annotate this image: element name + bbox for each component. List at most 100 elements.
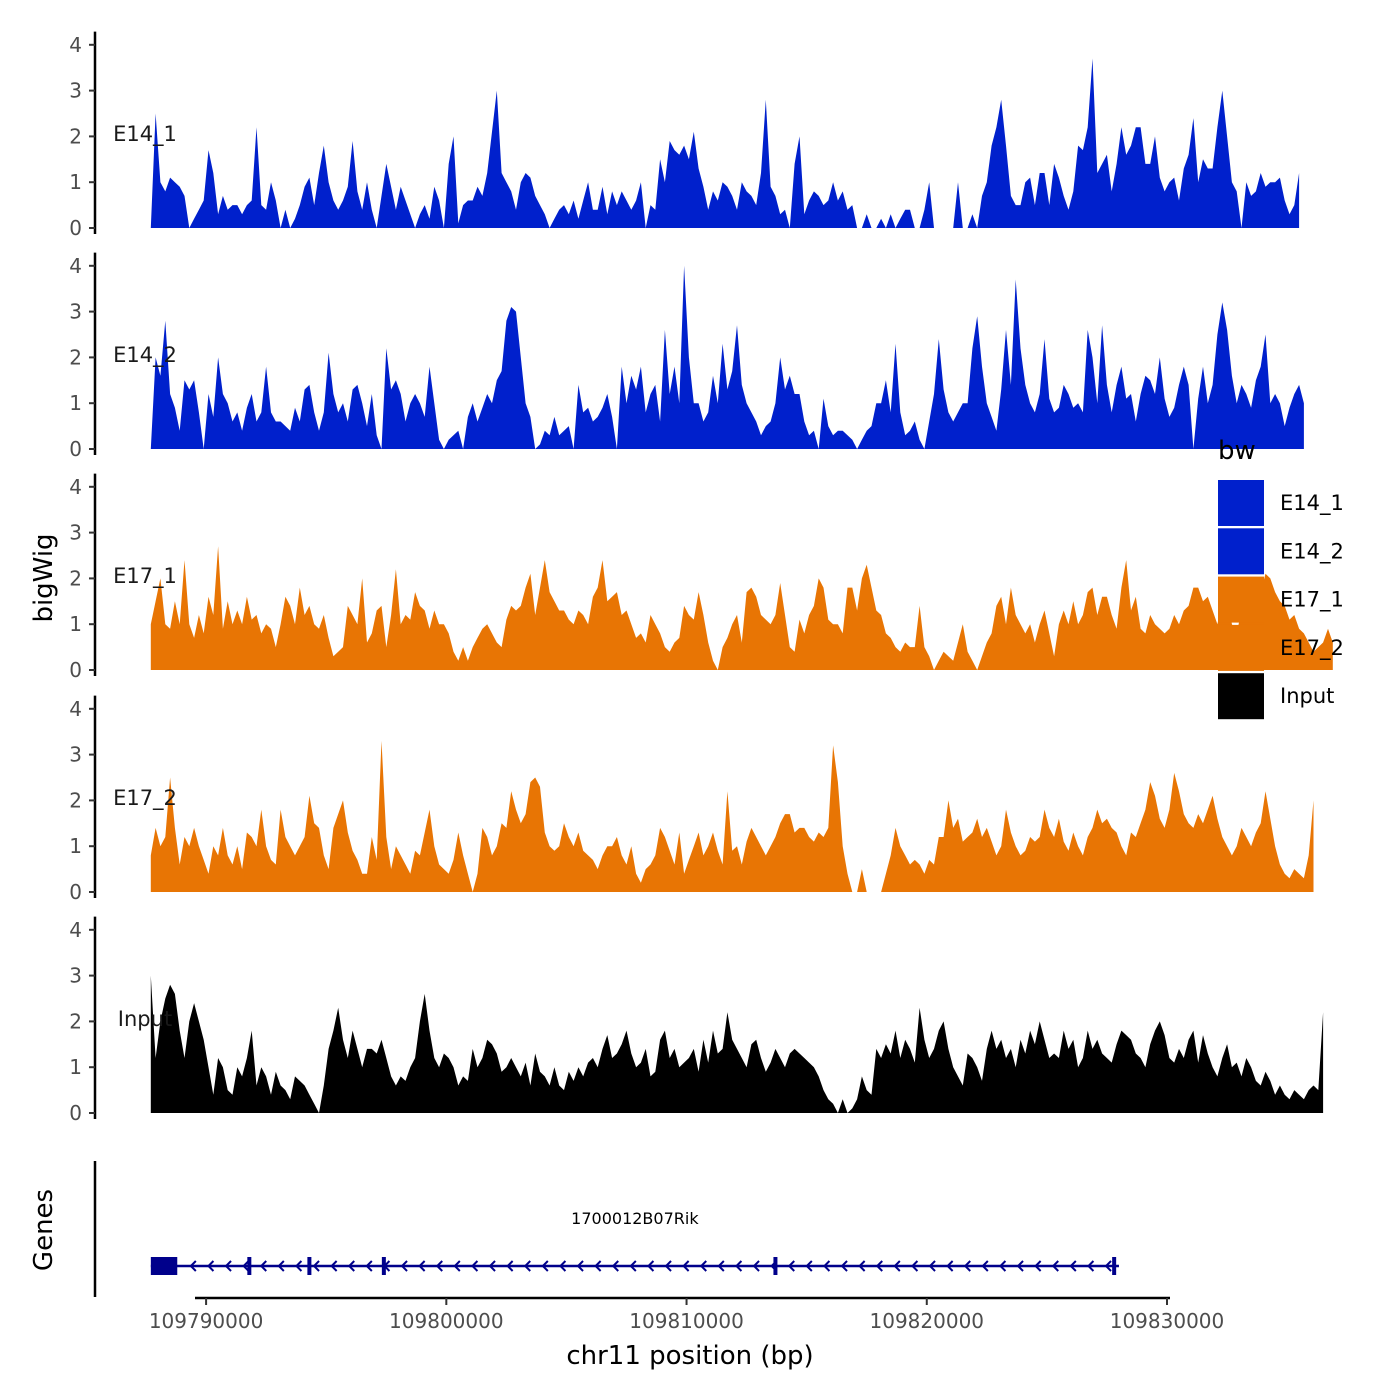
y-tick-label: 0 [69,216,82,240]
track-label: E14_1 [113,122,177,147]
strand-arrow [1087,1260,1095,1272]
strand-arrow [823,1260,831,1272]
legend-swatch [1218,576,1264,623]
exon [247,1257,252,1275]
legend: bw E14_1 E14_2 E17_1 E17_2 Input [1218,436,1344,720]
strand-arrow [840,1260,848,1272]
x-tick-label: 109810000 [629,1309,744,1333]
strand-arrow [752,1260,760,1272]
area-e17_1 [150,546,1333,670]
legend-entry: E14_2 [1218,528,1344,575]
x-tick-label: 109800000 [389,1309,504,1333]
strand-arrow [999,1260,1007,1272]
y-tick-label: 0 [69,1101,82,1125]
strand-arrow [699,1260,707,1272]
strand-arrow [435,1260,443,1272]
track-label: E17_2 [113,786,177,811]
y-tick-label: 4 [69,475,82,499]
legend-swatch [1218,673,1264,720]
y-tick-label: 2 [69,345,82,369]
x-tick-label: 109790000 [149,1309,264,1333]
track-label: Input [118,1007,172,1031]
strand-arrow [963,1260,971,1272]
legend-title: bw [1218,436,1256,466]
strand-arrow [805,1260,813,1272]
area-e17_2 [150,740,1314,892]
legend-entry: E17_2 [1218,624,1344,671]
strand-arrow [682,1260,690,1272]
strand-arrow [471,1260,479,1272]
legend-swatch [1218,480,1264,526]
track-e14_2: 0 1 2 3 4 E14_2 [69,252,1304,461]
strand-arrow [453,1260,461,1272]
strand-arrow [312,1260,320,1272]
strand-arrow [928,1260,936,1272]
strand-arrow [664,1260,672,1272]
coding-exon [150,1257,178,1275]
strand-arrow [207,1260,215,1272]
y-tick-label: 1 [69,170,82,194]
area-e14_2 [150,265,1304,449]
legend-entry: E14_1 [1218,480,1344,526]
strand-arrow [330,1260,338,1272]
y-tick-label: 4 [69,254,82,278]
strand-arrow [629,1260,637,1272]
legend-label: E14_1 [1280,491,1344,516]
y-tick-label: 3 [69,964,82,988]
strand-arrow [347,1260,355,1272]
strand-arrow [1069,1260,1077,1272]
strand-arrow [1051,1260,1059,1272]
track-label: E14_2 [113,343,177,368]
legend-label: E14_2 [1280,539,1344,564]
gene: 1700012B07Rik [150,1209,1119,1275]
strand-arrow [541,1260,549,1272]
legend-entry: Input [1218,673,1334,720]
strand-arrow [242,1260,250,1272]
strand-arrow [647,1260,655,1272]
strand-arrow [875,1260,883,1272]
y-tick-label: 0 [69,437,82,461]
y-tick-label: 1 [69,834,82,858]
x-axis-title: chr11 position (bp) [566,1341,813,1371]
strand-arrow [259,1260,267,1272]
strand-arrow [400,1260,408,1272]
strand-arrow [1016,1260,1024,1272]
y-tick-label: 1 [69,391,82,415]
y-tick-label: 3 [69,300,82,324]
y-tick-label: 4 [69,697,82,721]
y-tick-label: 1 [69,1055,82,1079]
track-panels: 0 1 2 3 4 E14_1 0 1 2 3 4 E14_2 0 1 2 3 4 E17_1 0 1 2 3 4 E17_2… [69,31,1333,1125]
strand-arrow [295,1260,303,1272]
y-tick-label: 0 [69,880,82,904]
y-tick-label: 4 [69,33,82,57]
track-input: 0 1 2 3 4 Input [69,916,1324,1125]
strand-arrow [946,1260,954,1272]
exon [307,1257,312,1275]
y-tick-label: 0 [69,658,82,682]
strand-arrow [523,1260,531,1272]
y-tick-label: 1 [69,612,82,636]
strand-arrow [576,1260,584,1272]
strand-arrow [858,1260,866,1272]
x-axis: 109790000 109800000 109810000 109820000 1098… [149,1296,1224,1333]
strand-arrow [224,1260,232,1272]
strand-arrow [594,1260,602,1272]
area-e14_1 [150,58,1300,228]
strand-arrow [787,1260,795,1272]
track-e14_1: 0 1 2 3 4 E14_1 [69,31,1300,240]
strand-arrow [559,1260,567,1272]
strand-arrow [981,1260,989,1272]
track-e17_2: 0 1 2 3 4 E17_2 [69,695,1314,904]
strand-arrow [611,1260,619,1272]
y-tick-label: 3 [69,743,82,767]
strand-arrow [717,1260,725,1272]
track-e17_1: 0 1 2 3 4 E17_1 [69,473,1333,682]
track-label: E17_1 [113,564,177,589]
strand-arrow [365,1260,373,1272]
strand-arrow [277,1260,285,1272]
y-tick-label: 2 [69,566,82,590]
strand-arrow [506,1260,514,1272]
y-tick-label: 3 [69,521,82,545]
y-tick-label: 2 [69,1009,82,1033]
